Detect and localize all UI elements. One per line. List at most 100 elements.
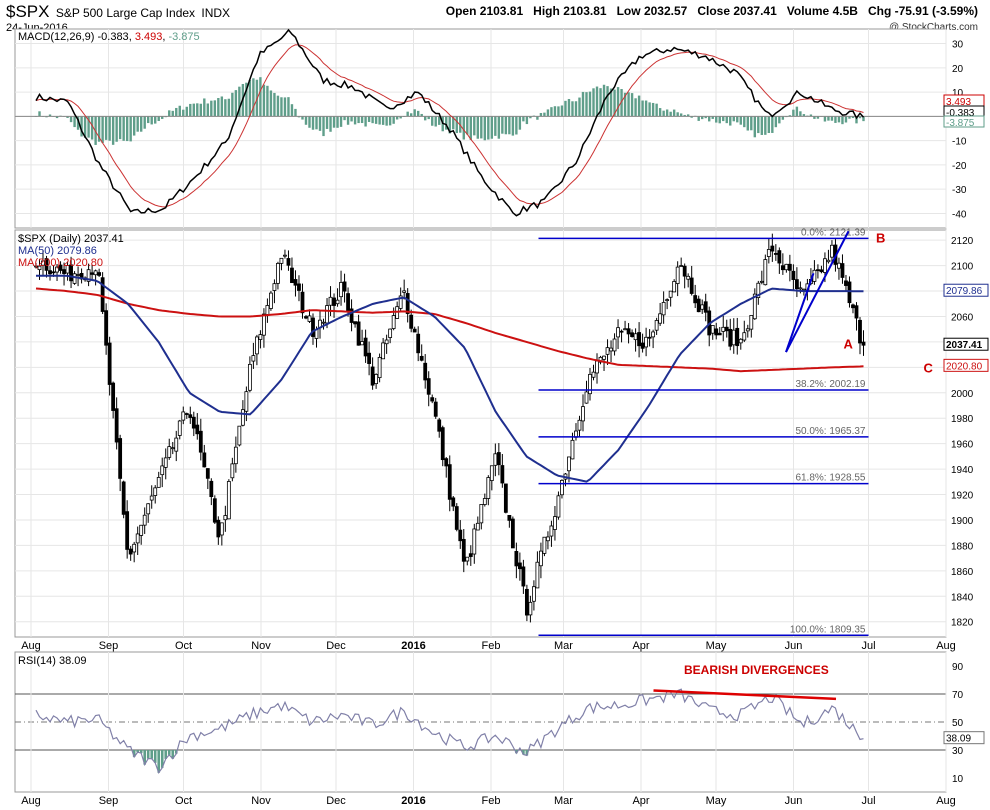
price-candle	[539, 550, 543, 567]
macd-histogram-bar	[224, 99, 227, 117]
price-candle	[475, 522, 480, 531]
macd-histogram-bar	[427, 116, 430, 120]
macd-histogram-bar	[466, 116, 469, 135]
macd-histogram-bar	[262, 84, 266, 117]
price-candle	[482, 498, 487, 505]
exchange: INDX	[201, 6, 231, 20]
price-candle	[405, 293, 410, 314]
macd-histogram-bar	[157, 116, 160, 122]
price-candle	[104, 310, 109, 346]
macd-histogram-bar	[353, 116, 357, 125]
price-legend-ma200: MA(200) 2020.80	[18, 257, 103, 269]
price-candle	[181, 411, 186, 421]
macd-legend-prefix: MACD(12,26,9)	[18, 31, 95, 43]
price-candle	[588, 373, 592, 395]
macd-histogram-bar	[574, 101, 578, 117]
macd-histogram-bar	[301, 116, 304, 120]
macd-histogram-bar	[171, 110, 174, 117]
price-candle	[770, 245, 775, 252]
price-candle	[721, 326, 726, 332]
price-candle	[851, 304, 855, 309]
macd-histogram-bar	[844, 116, 848, 123]
macd-histogram-bar	[627, 92, 630, 117]
macd-histogram-bar	[115, 116, 118, 142]
macd-histogram-bar	[97, 116, 101, 142]
macd-histogram-bar	[599, 88, 602, 117]
macd-histogram-bar	[662, 110, 665, 117]
price-candle	[391, 315, 396, 329]
macd-histogram-bar	[266, 85, 269, 117]
price-candle	[433, 401, 438, 417]
price-candle	[496, 452, 501, 466]
macd-histogram-bar	[360, 116, 364, 124]
macd-histogram-bar	[795, 106, 799, 117]
price-candle	[454, 506, 459, 530]
price-candle	[560, 479, 564, 496]
price-candle	[854, 305, 859, 319]
macd-histogram-bar	[697, 116, 700, 121]
macd-histogram-bar	[767, 116, 771, 134]
price-candle	[184, 413, 189, 415]
price-candle	[553, 516, 557, 530]
macd-histogram-bar	[290, 104, 294, 117]
price-candle	[128, 548, 133, 555]
price-candle	[787, 263, 792, 271]
macd-histogram-bar	[858, 116, 862, 119]
price-candle	[111, 382, 116, 411]
price-candle	[766, 249, 771, 257]
macd-histogram-bar	[511, 116, 515, 136]
price-candle	[419, 355, 424, 361]
macd-histogram-bar	[378, 116, 381, 125]
macd-histogram-bar	[644, 100, 648, 117]
price-legend-main: $SPX (Daily) 2037.41	[18, 233, 124, 245]
macd-histogram-bar	[248, 79, 252, 117]
macd-histogram-bar	[809, 114, 813, 117]
macd-histogram-bar	[704, 116, 707, 119]
price-candle	[125, 511, 130, 550]
macd-histogram-bar	[736, 116, 739, 123]
macd-histogram-bar	[118, 116, 122, 140]
x-axis-price: Aug Sep Oct Nov Dec 2016 Feb Mar Apr May Jun Jul Aug	[21, 640, 956, 652]
macd-histogram-bar	[623, 92, 627, 117]
macd-histogram-bar	[711, 116, 714, 119]
macd-histogram-bar	[539, 112, 543, 117]
macd-histogram-bar	[764, 116, 767, 135]
price-candle	[759, 280, 764, 283]
low-value: 2032.57	[643, 4, 688, 18]
price-candle	[139, 524, 144, 536]
macd-histogram-bar	[676, 112, 679, 117]
price-candle	[51, 271, 56, 274]
price-candle	[153, 487, 158, 496]
price-candle	[325, 305, 329, 324]
macd-histogram-bar	[757, 116, 760, 134]
price-candle	[135, 533, 140, 544]
macd-histogram-bar	[161, 116, 164, 119]
macd-histogram-bar	[445, 116, 448, 130]
macd-histogram-bar	[715, 116, 718, 123]
macd-panel: 3020100-10-20-30-403.493-0.383-3.875	[14, 28, 985, 229]
price-candle	[121, 481, 126, 515]
price-candle	[118, 438, 123, 479]
ohlc-readout: Open 2103.81 High 2103.81 Low 2032.57 Cl…	[445, 4, 978, 18]
macd-histogram-bar	[746, 116, 749, 131]
macd-histogram-bar	[658, 108, 662, 117]
price-candle	[212, 498, 217, 523]
price-candle	[142, 514, 147, 526]
symbol[interactable]: $SPX	[6, 2, 50, 21]
macd-histogram-bar	[490, 116, 494, 139]
macd-histogram-bar	[543, 112, 546, 117]
x-tick-label-aug: Aug	[936, 795, 956, 807]
macd-histogram-bar	[287, 97, 290, 117]
macd-histogram-bar	[753, 116, 757, 138]
macd-histogram-bar	[129, 116, 132, 142]
macd-histogram-bar	[189, 103, 192, 117]
price-candle	[107, 342, 112, 385]
macd-histogram-bar	[630, 93, 634, 117]
price-candle	[826, 259, 831, 263]
macd-histogram-bar	[409, 113, 413, 117]
x-tick-label-mar: Mar	[554, 640, 573, 652]
macd-histogram-bar	[606, 86, 609, 117]
macd-histogram-bar	[560, 105, 564, 117]
price-candle	[654, 320, 659, 331]
macd-histogram-bar	[220, 96, 224, 117]
